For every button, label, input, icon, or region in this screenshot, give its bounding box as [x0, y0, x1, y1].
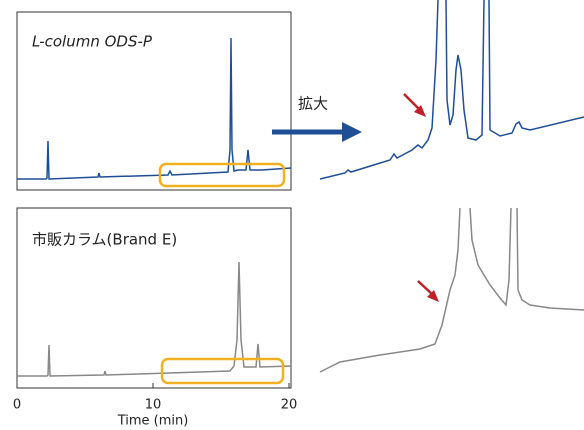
panel-label: 市販カラム(Brand E) — [32, 231, 177, 249]
chromatogram-trace — [17, 37, 292, 180]
highlight-box — [158, 162, 286, 188]
chromatogram-trace — [17, 261, 292, 377]
highlight-box — [160, 357, 285, 385]
zoomed-trace — [319, 0, 584, 180]
x-tick-label: 10 — [145, 398, 162, 413]
arrow-head — [342, 122, 362, 142]
pointer-arrow-head — [414, 105, 426, 117]
pointer-arrow — [417, 280, 434, 296]
arrow-label: 拡大 — [298, 95, 328, 113]
panel-frame — [16, 207, 292, 389]
zoomed-trace — [319, 207, 584, 373]
pointer-arrow-head — [427, 290, 439, 302]
panel-frame — [16, 11, 292, 191]
x-axis: 0 10 20 — [13, 383, 297, 413]
pointer-arrow — [403, 93, 421, 111]
x-tick-label: 0 — [13, 398, 21, 413]
x-axis-label: Time (min) — [117, 414, 189, 429]
panel-label: L-column ODS-P — [32, 33, 153, 51]
x-tick-label: 20 — [281, 398, 298, 413]
